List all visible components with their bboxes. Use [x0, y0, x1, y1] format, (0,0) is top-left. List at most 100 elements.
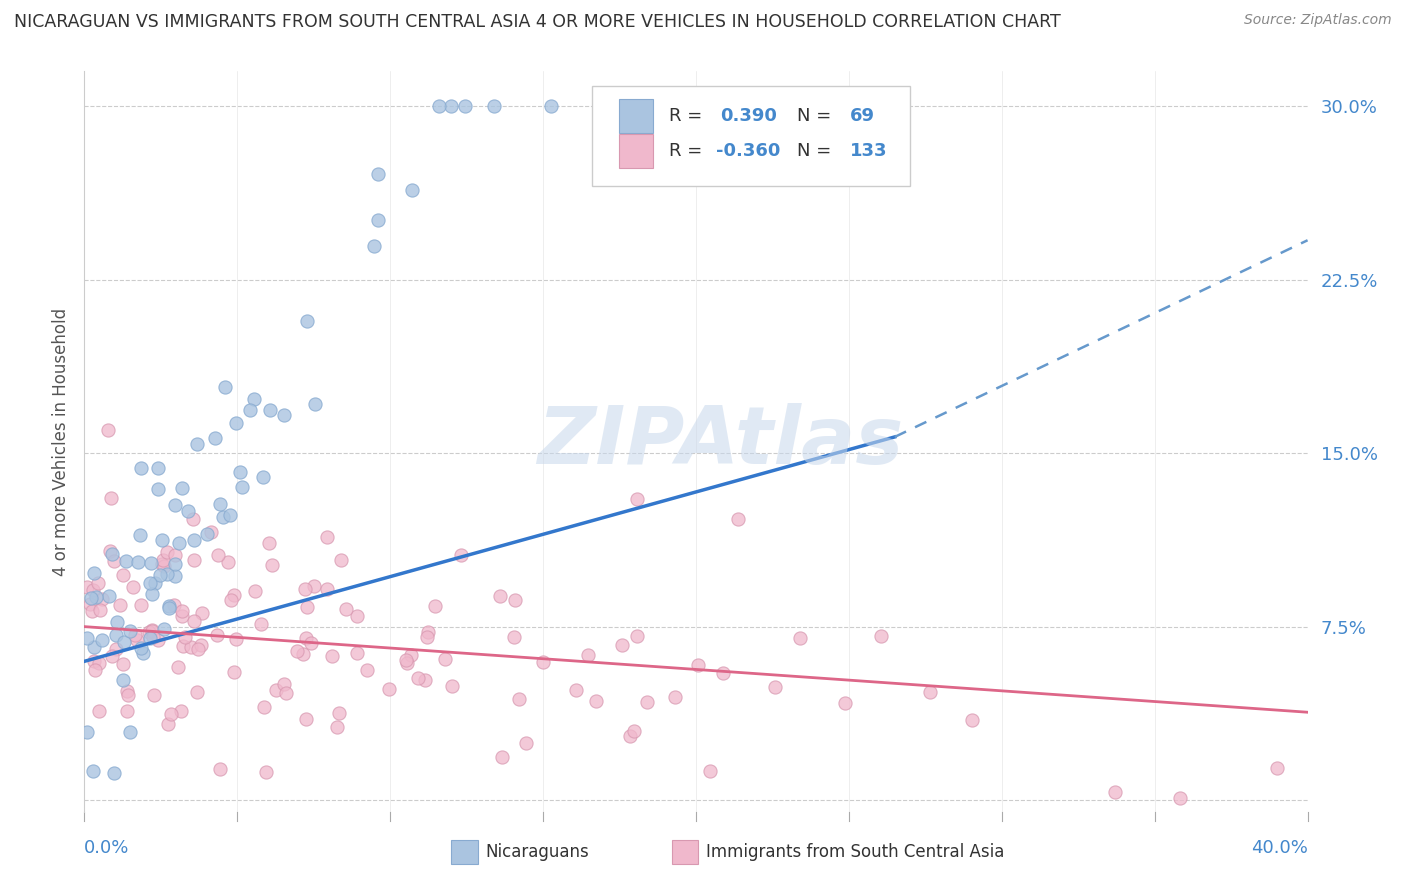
- Point: [183, 614, 205, 628]
- Point: [82, 583, 104, 598]
- Point: [112, 634, 135, 648]
- Point: [321, 649, 343, 664]
- Point: [183, 533, 205, 547]
- Point: [212, 510, 235, 524]
- Point: [367, 213, 389, 227]
- Point: [395, 653, 418, 667]
- Point: [142, 688, 165, 702]
- Point: [142, 630, 165, 644]
- Point: [163, 569, 186, 583]
- Point: [540, 99, 562, 113]
- Point: [166, 660, 188, 674]
- Point: [763, 680, 786, 694]
- Point: [396, 656, 419, 670]
- Point: [139, 575, 162, 590]
- Point: [664, 690, 686, 705]
- Point: [129, 598, 152, 612]
- Point: [143, 576, 166, 591]
- Point: [408, 672, 430, 686]
- Point: [76, 724, 98, 739]
- Point: [259, 403, 281, 417]
- Point: [918, 685, 941, 699]
- Point: [163, 557, 186, 571]
- Point: [127, 555, 149, 569]
- Point: [619, 729, 641, 743]
- Point: [297, 600, 319, 615]
- Point: [225, 416, 247, 430]
- Point: [273, 408, 295, 422]
- Point: [508, 692, 530, 706]
- Point: [174, 630, 197, 644]
- Point: [150, 557, 173, 571]
- Point: [623, 724, 645, 739]
- Point: [122, 580, 145, 594]
- Point: [450, 548, 472, 562]
- Point: [101, 648, 124, 663]
- Point: [124, 628, 146, 642]
- Point: [146, 483, 169, 497]
- Point: [105, 615, 128, 630]
- Point: [488, 589, 510, 603]
- Point: [117, 688, 139, 702]
- Point: [89, 603, 111, 617]
- Point: [83, 654, 105, 668]
- Point: [454, 99, 477, 113]
- Point: [626, 491, 648, 506]
- Point: [148, 567, 170, 582]
- Point: [172, 639, 194, 653]
- Point: [200, 525, 222, 540]
- FancyBboxPatch shape: [592, 87, 910, 186]
- Point: [427, 99, 450, 113]
- Point: [229, 465, 252, 479]
- Point: [295, 712, 318, 726]
- Point: [869, 629, 891, 643]
- Point: [254, 764, 277, 779]
- Point: [208, 762, 231, 776]
- Point: [183, 553, 205, 567]
- Point: [152, 553, 174, 567]
- Point: [157, 601, 180, 615]
- Point: [378, 682, 401, 697]
- Text: NICARAGUAN VS IMMIGRANTS FROM SOUTH CENTRAL ASIA 4 OR MORE VEHICLES IN HOUSEHOLD: NICARAGUAN VS IMMIGRANTS FROM SOUTH CENT…: [14, 13, 1060, 31]
- Point: [962, 713, 984, 727]
- Point: [89, 704, 111, 718]
- Point: [205, 627, 228, 641]
- Point: [423, 599, 446, 614]
- Text: 40.0%: 40.0%: [1251, 839, 1308, 857]
- Point: [132, 646, 155, 660]
- Point: [399, 648, 422, 662]
- Point: [416, 625, 439, 640]
- Point: [141, 587, 163, 601]
- Point: [367, 167, 389, 181]
- Point: [165, 498, 187, 512]
- Point: [346, 609, 368, 624]
- Point: [503, 630, 526, 644]
- Point: [291, 647, 314, 661]
- Point: [1168, 790, 1191, 805]
- Point: [146, 633, 169, 648]
- Point: [626, 629, 648, 643]
- Point: [208, 497, 231, 511]
- Point: [273, 677, 295, 691]
- Point: [330, 552, 353, 566]
- Point: [90, 632, 112, 647]
- Point: [222, 665, 245, 680]
- Point: [91, 591, 114, 606]
- Point: [1104, 785, 1126, 799]
- Point: [264, 682, 287, 697]
- Point: [239, 402, 262, 417]
- Point: [441, 679, 464, 693]
- Point: [80, 591, 103, 605]
- Point: [243, 392, 266, 407]
- Point: [87, 656, 110, 670]
- Point: [219, 593, 242, 607]
- Point: [434, 651, 457, 665]
- Point: [440, 99, 463, 113]
- Point: [346, 646, 368, 660]
- Text: Nicaraguans: Nicaraguans: [485, 844, 589, 862]
- Point: [231, 480, 253, 494]
- Point: [180, 640, 202, 655]
- Point: [253, 699, 276, 714]
- Point: [177, 504, 200, 518]
- Point: [295, 314, 318, 328]
